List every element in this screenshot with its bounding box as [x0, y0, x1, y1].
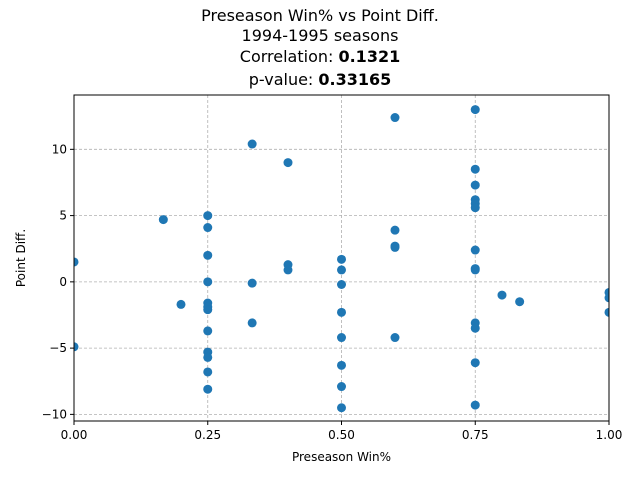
x-tick-label: 0.50	[328, 428, 355, 442]
scatter-point	[176, 299, 186, 309]
scatter-point	[283, 265, 293, 275]
scatter-point	[203, 277, 213, 287]
scatter-point	[337, 382, 346, 392]
scatter-point	[74, 257, 79, 267]
scatter-point	[203, 223, 213, 233]
scatter-point	[74, 342, 79, 352]
scatter-point	[470, 265, 480, 275]
scatter-point	[203, 250, 213, 260]
x-tick-label: 0.00	[61, 428, 88, 442]
scatter-point	[337, 403, 346, 413]
correlation-stat: Correlation: 0.1321	[0, 47, 640, 67]
y-tick-label: 5	[59, 209, 67, 223]
scatter-point	[604, 307, 609, 317]
y-tick-label: −10	[42, 407, 67, 421]
p-value-value: 0.33165	[318, 70, 392, 89]
scatter-point	[470, 164, 480, 174]
correlation-label: Correlation:	[239, 47, 339, 66]
y-tick-label: −5	[49, 341, 67, 355]
scatter-point	[203, 211, 213, 221]
scatter-point	[203, 326, 213, 336]
scatter-point	[337, 360, 346, 370]
y-tick-label: 0	[59, 275, 67, 289]
scatter-point	[470, 105, 480, 115]
scatter-point	[337, 254, 346, 264]
chart-subtitle: 1994-1995 seasons	[241, 26, 399, 45]
scatter-point	[337, 280, 346, 290]
y-tick-label: 10	[52, 142, 67, 156]
ticks-layer: 0.00 0.25 0.50 0.75 1.00 −10 −5 0 5 10	[42, 142, 623, 442]
scatter-point	[203, 367, 213, 377]
scatter-point	[203, 305, 213, 315]
chart-title: Preseason Win% vs Point Diff.	[201, 6, 439, 25]
scatter-point	[470, 323, 480, 333]
p-value-stat: p-value: 0.33165	[0, 70, 640, 90]
scatter-point	[470, 203, 480, 213]
x-axis-label: Preseason Win%	[292, 450, 391, 464]
x-tick-label: 0.25	[194, 428, 221, 442]
y-axis-label: Point Diff.	[14, 229, 28, 287]
scatter-point	[390, 242, 400, 252]
scatter-point	[470, 400, 480, 410]
scatter-point	[390, 225, 400, 235]
points-layer	[74, 105, 609, 413]
scatter-point	[247, 139, 257, 149]
x-tick-label: 0.75	[462, 428, 489, 442]
scatter-point	[497, 290, 507, 300]
scatter-point	[203, 384, 213, 394]
scatter-point	[470, 358, 480, 368]
scatter-point	[158, 215, 168, 225]
p-value-label: p-value:	[248, 70, 319, 89]
scatter-point	[337, 333, 346, 343]
scatter-point	[337, 307, 346, 317]
scatter-point	[337, 265, 346, 275]
scatter-point	[283, 158, 293, 168]
scatter-point	[390, 113, 400, 123]
scatter-point	[203, 352, 213, 362]
scatter-point	[515, 297, 525, 307]
scatter-point	[390, 333, 400, 343]
correlation-value: 0.1321	[338, 47, 401, 66]
scatter-point	[604, 293, 609, 303]
scatter-point	[247, 278, 257, 288]
x-tick-label: 1.00	[596, 428, 623, 442]
scatter-point	[470, 180, 480, 190]
scatter-point	[470, 245, 480, 255]
scatter-point	[247, 318, 257, 328]
